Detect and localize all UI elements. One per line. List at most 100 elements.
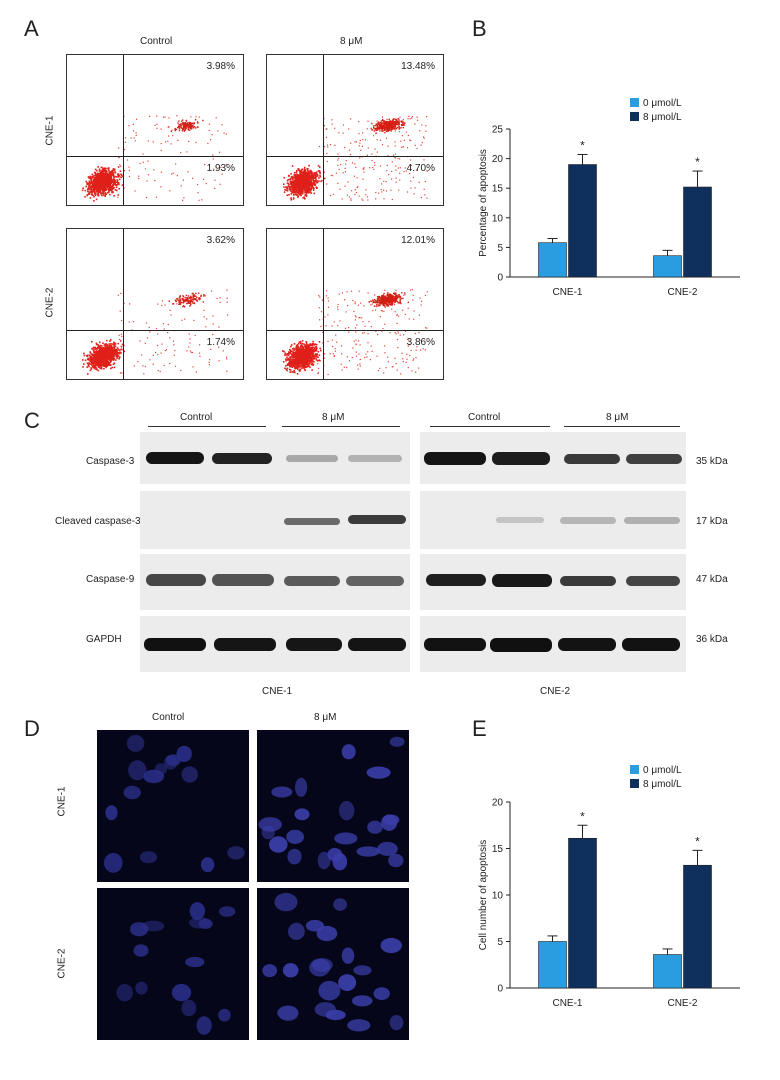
significance-star: * <box>580 138 585 152</box>
band <box>144 638 206 651</box>
flow-plot-cne2-8um: 12.01% 3.86% <box>266 228 444 380</box>
flow-col-label-8um: 8 μM <box>340 36 363 47</box>
chart-e: 0 μmol/L 8 μmol/L 0 5 10 15 20 Cell number of a… <box>478 765 740 1009</box>
wb-row-label-caspase9: Caspase-9 <box>86 574 135 585</box>
wb-strip-caspase3-cne2 <box>420 432 686 484</box>
chart-b: 0 μmol/L 8 μmol/L 0 5 10 15 20 25 Percentage of … <box>478 98 740 298</box>
band <box>348 515 406 524</box>
y-axis-title: Percentage of apoptosis <box>478 149 489 257</box>
stain-image-cne2-8um <box>257 888 409 1040</box>
wb-strip-caspase3-cne1 <box>140 432 410 484</box>
gate-vertical-line <box>123 229 124 379</box>
band <box>424 638 486 651</box>
x-tick-label: CNE-2 <box>667 998 697 1009</box>
upper-right-percent: 3.62% <box>206 235 235 246</box>
scatter-points <box>82 289 229 375</box>
upper-right-percent: 3.98% <box>206 61 235 72</box>
wb-kda-caspase3: 35 kDa <box>696 456 728 467</box>
band <box>346 576 404 586</box>
flow-row-label-cne1: CNE-1 <box>44 115 56 146</box>
wb-strip-gapdh-cne2 <box>420 616 686 672</box>
x-tick-label: CNE-1 <box>552 287 582 298</box>
y-axis-title: Cell number of apoptosis <box>478 840 489 951</box>
stain-image-cne2-control <box>97 888 249 1040</box>
band <box>284 576 340 586</box>
band <box>214 638 276 651</box>
band <box>286 638 342 651</box>
flow-plot-cne2-control: 3.62% 1.74% <box>66 228 244 380</box>
wb-kda-gapdh: 36 kDa <box>696 634 728 645</box>
band <box>496 517 544 523</box>
stain-col-label-8um: 8 μM <box>314 712 337 723</box>
gate-vertical-line <box>323 229 324 379</box>
legend-label: 8 μmol/L <box>643 779 682 790</box>
wb-row-label-gapdh: GAPDH <box>86 634 122 645</box>
upper-right-percent: 13.48% <box>401 61 435 72</box>
band <box>426 574 486 586</box>
gate-horizontal-line <box>67 330 243 331</box>
significance-star: * <box>695 155 700 169</box>
stain-row-label-cne2: CNE-2 <box>56 948 68 979</box>
wb-kda-caspase9: 47 kDa <box>696 574 728 585</box>
y-tick-label: 10 <box>492 213 504 224</box>
bar <box>568 837 597 989</box>
wb-strip-cleaved-cne2 <box>420 491 686 549</box>
y-tick-label: 5 <box>497 243 503 254</box>
wb-group-line <box>282 426 400 427</box>
x-tick-label: CNE-2 <box>667 287 697 298</box>
wb-cell-line-cne2: CNE-2 <box>540 686 571 697</box>
band <box>560 517 616 524</box>
wb-group-label-control-1: Control <box>180 412 213 423</box>
legend-swatch <box>630 765 639 774</box>
scatter-points <box>283 115 428 201</box>
band <box>146 452 204 464</box>
bar <box>538 941 567 989</box>
significance-star: * <box>695 834 700 848</box>
band <box>212 574 274 586</box>
band <box>490 638 552 652</box>
wb-row-label-cleaved-caspase3: Cleaved caspase-3 <box>55 516 141 527</box>
flow-row-label-cne2: CNE-2 <box>44 287 56 318</box>
flow-plot-cne1-control: 3.98% 1.93% <box>66 54 244 206</box>
lower-right-percent: 4.70% <box>406 163 435 174</box>
band <box>212 453 272 464</box>
wb-strip-caspase9-cne1 <box>140 554 410 610</box>
lower-right-percent: 3.86% <box>406 337 435 348</box>
wb-row-label-caspase3: Caspase-3 <box>86 456 135 467</box>
band <box>424 452 486 465</box>
wb-cell-line-cne1: CNE-1 <box>262 686 293 697</box>
legend-label: 0 μmol/L <box>643 98 682 109</box>
band <box>146 574 206 586</box>
stain-image-cne1-8um <box>257 730 409 882</box>
y-tick-label: 0 <box>497 273 503 284</box>
panel-b-letter: B <box>472 16 487 41</box>
wb-group-label-8um-1: 8 μM <box>322 412 345 423</box>
bar <box>538 242 567 278</box>
wb-group-line <box>430 426 550 427</box>
gate-horizontal-line <box>67 156 243 157</box>
y-tick-label: 25 <box>492 125 504 136</box>
panel-d-letter: D <box>24 716 40 741</box>
band <box>348 455 402 462</box>
band <box>560 576 616 586</box>
stain-col-label-control: Control <box>152 712 185 723</box>
scatter-points <box>81 115 227 202</box>
y-tick-label: 10 <box>492 891 504 902</box>
band <box>284 518 340 525</box>
y-tick-label: 20 <box>492 154 504 165</box>
y-tick-label: 5 <box>497 937 503 948</box>
flow-plot-cne1-8um: 13.48% 4.70% <box>266 54 444 206</box>
y-tick-label: 15 <box>492 844 504 855</box>
panel-a-letter: A <box>24 16 39 41</box>
band <box>286 455 338 462</box>
flow-col-label-control: Control <box>140 36 173 47</box>
band <box>626 576 680 586</box>
legend-swatch <box>630 112 639 121</box>
gate-horizontal-line <box>267 156 443 157</box>
bar <box>653 255 682 278</box>
wb-kda-cleaved-caspase3: 17 kDa <box>696 516 728 527</box>
wb-group-line <box>148 426 266 427</box>
significance-star: * <box>580 809 585 823</box>
band <box>564 454 620 464</box>
bar <box>568 164 597 278</box>
